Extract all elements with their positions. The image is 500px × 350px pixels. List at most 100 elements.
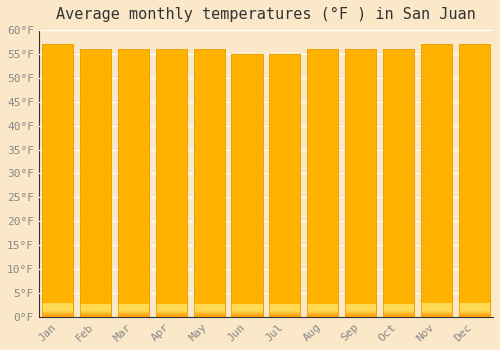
Bar [458, 305, 490, 312]
Bar [383, 310, 414, 317]
Bar [345, 309, 376, 316]
Bar [80, 305, 111, 312]
Bar [156, 305, 187, 312]
Bar [458, 304, 490, 312]
Bar [307, 308, 338, 315]
Bar [156, 307, 187, 314]
Bar [421, 306, 452, 313]
Bar [345, 308, 376, 314]
Bar [80, 305, 111, 312]
Bar [118, 305, 149, 312]
Bar [458, 44, 490, 317]
Bar [80, 304, 111, 311]
Bar [345, 308, 376, 315]
Bar [383, 309, 414, 316]
Bar [232, 309, 262, 316]
Bar [118, 49, 149, 317]
Bar [307, 306, 338, 312]
Bar [194, 310, 224, 317]
Bar [156, 306, 187, 313]
Bar [307, 307, 338, 313]
Bar [232, 306, 262, 312]
Bar [383, 305, 414, 312]
Bar [232, 307, 262, 314]
Bar [42, 44, 74, 317]
Bar [270, 306, 300, 313]
Bar [232, 306, 262, 313]
Bar [345, 304, 376, 311]
Bar [345, 304, 376, 310]
Bar [80, 49, 111, 317]
Bar [156, 309, 187, 316]
Bar [458, 308, 490, 315]
Bar [307, 305, 338, 312]
Bar [42, 307, 74, 314]
Bar [118, 308, 149, 315]
Bar [156, 308, 187, 314]
Bar [345, 309, 376, 315]
Bar [421, 307, 452, 314]
Bar [80, 310, 111, 317]
Bar [383, 304, 414, 311]
Bar [345, 307, 376, 314]
Bar [156, 308, 187, 315]
Bar [80, 304, 111, 311]
Bar [118, 305, 149, 312]
Bar [458, 310, 490, 316]
Bar [345, 306, 376, 312]
Bar [421, 307, 452, 314]
Bar [156, 304, 187, 311]
Bar [194, 305, 224, 312]
Bar [118, 307, 149, 313]
Bar [80, 308, 111, 314]
Bar [345, 307, 376, 314]
Bar [118, 308, 149, 315]
Bar [42, 305, 74, 312]
Bar [458, 309, 490, 316]
Bar [232, 306, 262, 312]
Bar [232, 305, 262, 312]
Bar [194, 303, 224, 310]
Bar [194, 306, 224, 313]
Bar [118, 307, 149, 314]
Bar [118, 306, 149, 312]
Bar [270, 307, 300, 314]
Bar [307, 304, 338, 311]
Bar [383, 303, 414, 310]
Bar [194, 308, 224, 315]
Bar [307, 309, 338, 315]
Bar [156, 305, 187, 312]
Bar [270, 305, 300, 312]
Bar [118, 307, 149, 313]
Bar [383, 307, 414, 313]
Bar [80, 309, 111, 316]
Bar [383, 308, 414, 315]
Bar [194, 307, 224, 314]
Bar [42, 305, 74, 312]
Bar [42, 303, 74, 310]
Bar [270, 307, 300, 314]
Bar [194, 304, 224, 310]
Bar [421, 308, 452, 315]
Bar [80, 309, 111, 316]
Bar [232, 309, 262, 315]
Bar [42, 306, 74, 313]
Bar [307, 307, 338, 314]
Bar [383, 306, 414, 313]
Bar [194, 310, 224, 317]
Bar [270, 310, 300, 317]
Bar [307, 306, 338, 312]
Bar [421, 306, 452, 313]
Bar [156, 306, 187, 313]
Bar [80, 309, 111, 316]
Bar [42, 306, 74, 313]
Bar [270, 304, 300, 311]
Bar [118, 305, 149, 312]
Bar [118, 306, 149, 313]
Bar [345, 309, 376, 316]
Bar [232, 308, 262, 315]
Bar [421, 309, 452, 315]
Bar [194, 309, 224, 315]
Bar [232, 308, 262, 315]
Bar [458, 306, 490, 312]
